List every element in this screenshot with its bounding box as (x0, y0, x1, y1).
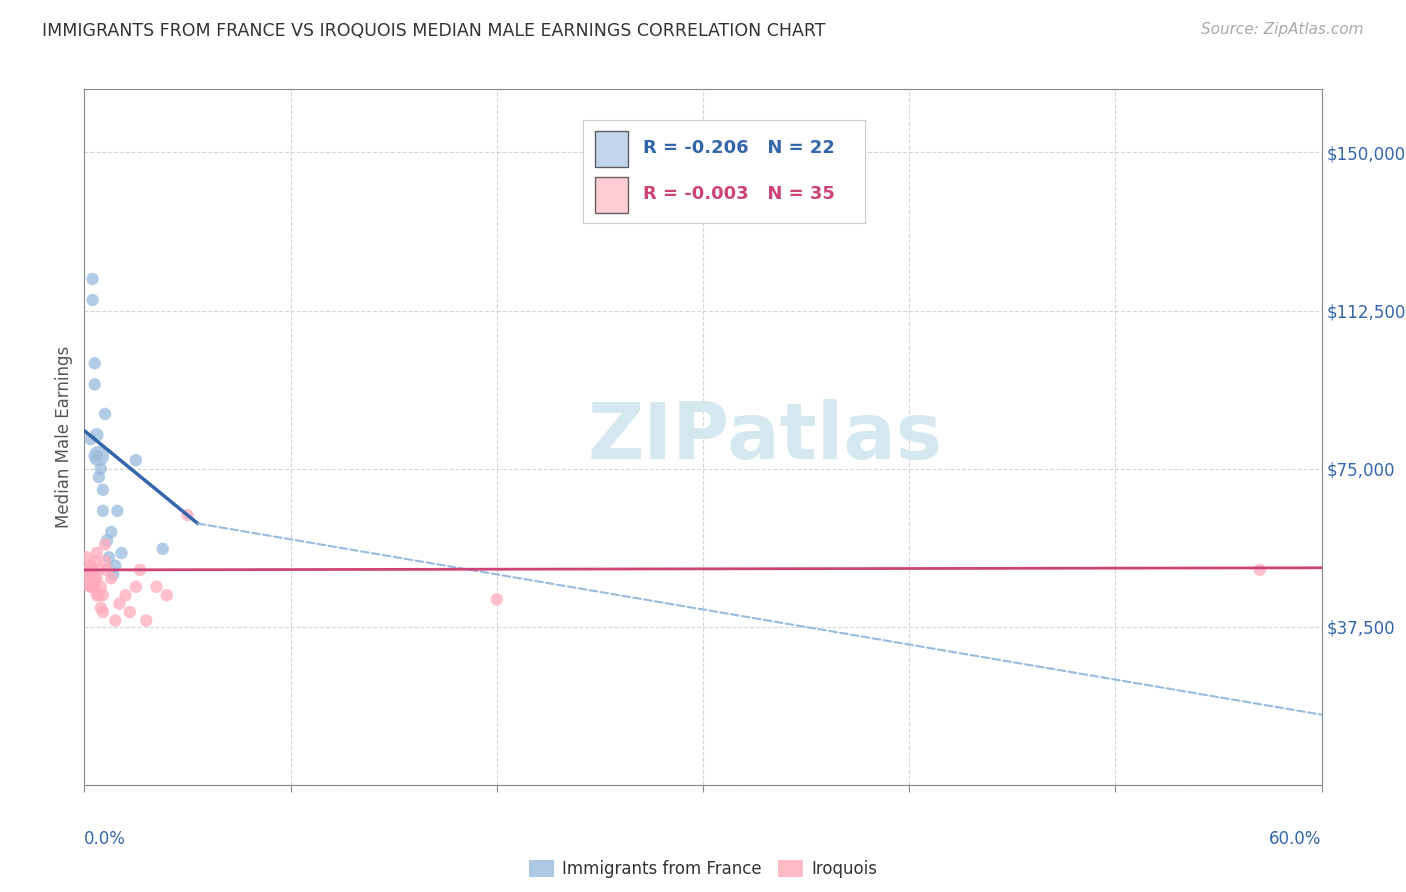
Point (87, 563, 110, 577)
Point (94, 407, 117, 421)
Point (91, 483, 114, 497)
Point (135, 614, 157, 628)
Text: R = -0.206   N = 22: R = -0.206 N = 22 (643, 139, 834, 157)
Point (94, 538, 117, 552)
Text: IMMIGRANTS FROM FRANCE VS IROQUOIS MEDIAN MALE EARNINGS CORRELATION CHART: IMMIGRANTS FROM FRANCE VS IROQUOIS MEDIA… (42, 22, 825, 40)
Point (104, 614, 127, 628)
Point (152, 541, 174, 556)
Text: 0.0%: 0.0% (84, 830, 127, 847)
Point (83, 580, 105, 594)
Point (75, 550, 97, 565)
Point (96, 533, 118, 548)
Point (105, 504, 128, 518)
Point (98, 550, 121, 565)
Point (86, 571, 108, 585)
Point (104, 558, 127, 573)
Point (96, 563, 118, 577)
Point (77, 571, 100, 585)
Point (86, 428, 108, 442)
Point (79, 571, 101, 585)
Text: Source: ZipAtlas.com: Source: ZipAtlas.com (1201, 22, 1364, 37)
Point (83, 356, 105, 370)
Point (87, 449, 110, 463)
Point (79, 432, 101, 446)
Point (90, 461, 112, 475)
FancyBboxPatch shape (595, 130, 628, 167)
Text: R = -0.003   N = 35: R = -0.003 N = 35 (643, 186, 834, 203)
Point (125, 453, 148, 467)
Point (125, 580, 148, 594)
Point (103, 567, 125, 582)
Point (79, 558, 101, 573)
Point (91, 504, 114, 518)
Y-axis label: Median Male Earnings: Median Male Earnings (55, 346, 73, 528)
Text: ZIPatlas: ZIPatlas (588, 399, 942, 475)
Point (110, 546, 132, 560)
Point (91, 588, 114, 602)
Point (176, 508, 198, 522)
Text: 60.0%: 60.0% (1270, 830, 1322, 847)
Point (94, 554, 117, 568)
Point (90, 600, 112, 615)
Point (86, 449, 108, 463)
Legend: Immigrants from France, Iroquois: Immigrants from France, Iroquois (522, 853, 884, 885)
Point (83, 554, 105, 568)
Point (90, 580, 112, 594)
Point (91, 605, 114, 619)
Point (87, 588, 110, 602)
Point (82, 580, 104, 594)
Point (129, 563, 152, 577)
Point (77, 563, 100, 577)
Point (83, 377, 105, 392)
Point (118, 605, 141, 619)
Point (108, 597, 131, 611)
Point (82, 563, 104, 577)
Point (485, 592, 508, 607)
Point (86, 546, 108, 560)
Point (156, 588, 179, 602)
FancyBboxPatch shape (595, 177, 628, 212)
Point (100, 524, 122, 539)
Point (86, 588, 108, 602)
Point (82, 272, 104, 286)
Point (114, 588, 136, 602)
Point (1249, 563, 1271, 577)
Point (79, 580, 101, 594)
Point (100, 571, 122, 585)
Point (145, 580, 167, 594)
Point (82, 293, 104, 307)
Point (87, 470, 110, 484)
